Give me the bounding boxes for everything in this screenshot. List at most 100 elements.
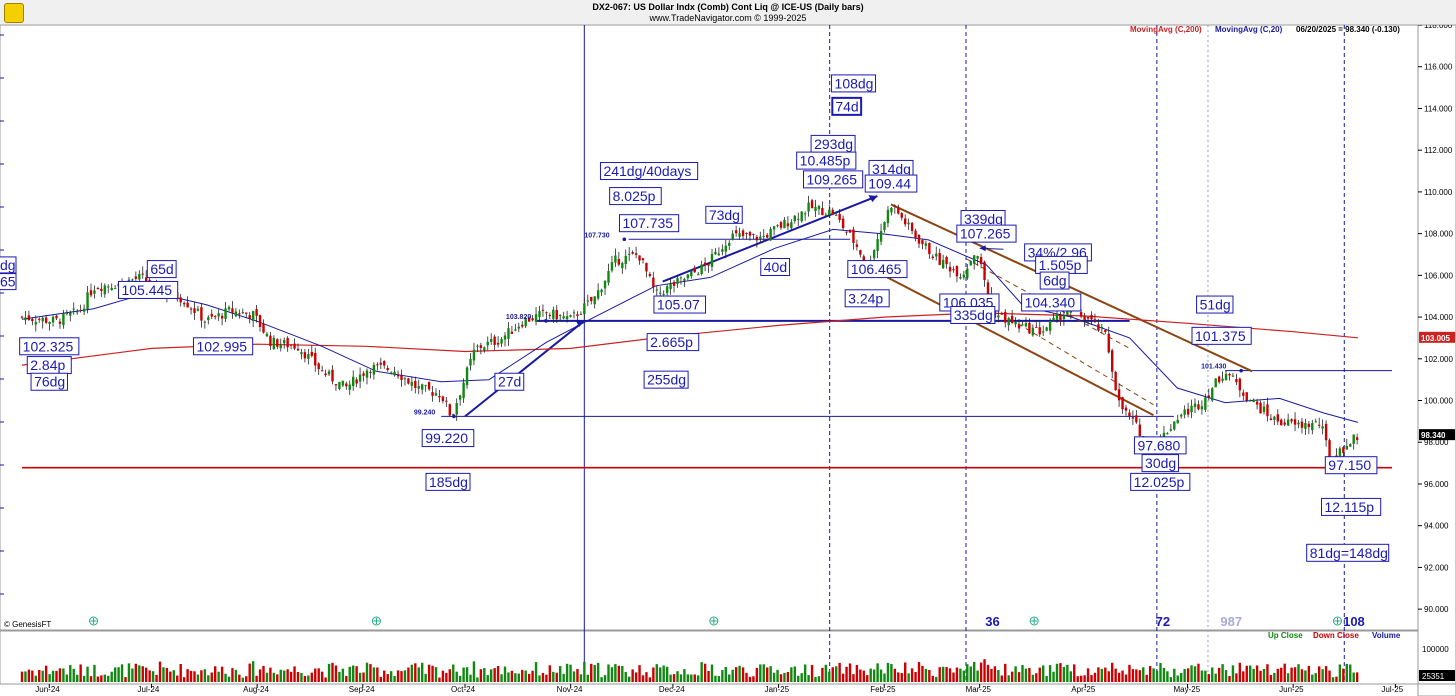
candle-body [790,222,793,229]
candle-body [317,363,320,370]
candle-body [710,254,714,267]
candle-body [1207,395,1210,398]
annotation-box [864,174,918,193]
candle-body [893,205,897,207]
candle-body [872,250,876,259]
volume-bar [852,674,855,682]
annotation-box [1321,497,1382,516]
data-provider: © GenesisFT [4,620,52,629]
annotation-label: 65d [150,261,173,277]
arrow-head [979,245,986,252]
volume-bar [79,664,82,682]
candle-body [859,250,862,255]
candle-body [759,236,762,239]
candle-body [414,380,417,388]
candle-body [79,310,82,312]
candle-body [448,404,451,416]
volume-bar [1042,665,1045,682]
volume-bar [1117,672,1121,682]
candle-body [320,370,324,372]
annotation-box [425,472,471,491]
candle-body [324,373,327,376]
volume-bar [755,667,759,682]
annotation-box [1141,454,1179,473]
candle-body [1079,312,1083,317]
candle-body [82,308,86,312]
volume-bar [979,662,983,682]
volume-bar [76,674,79,682]
candle-body [1052,317,1055,321]
candle-body [441,396,445,402]
candle-body [766,234,769,238]
annotation-box [796,151,857,170]
annotation-label: 108dg [835,75,874,91]
annotation-label: 40d [764,259,787,275]
volume-bar [379,676,382,682]
cycle-marker-cross [1334,618,1341,624]
annotation-label: 104.340 [1025,294,1076,310]
candle-body [1114,371,1117,391]
candle-body [1349,444,1352,447]
candle-body [421,384,424,390]
candle-body [424,385,427,387]
volume-bar [728,674,731,682]
volume-bar [538,675,541,682]
candle-body [1010,315,1014,324]
candle-body [1235,379,1238,383]
candle-body [514,329,517,331]
candle-body [841,218,845,229]
candle-body [614,255,617,263]
volume-bar [134,663,138,682]
volume-bar [93,664,96,682]
volume-bar [452,664,455,682]
volume-bar [628,676,631,682]
candle-body [410,382,414,386]
candle-body [1173,421,1176,430]
ma20-legend: MovingAvg (C,20) [1215,25,1283,34]
volume-bar [89,676,93,682]
candle-body [1269,418,1273,421]
candle-body [458,395,462,400]
volume-bar [886,662,890,682]
volume-bar [717,676,721,682]
annotation-box [950,305,996,324]
volume-bar [162,667,165,682]
candle-body [214,316,217,318]
annotation-box [1324,456,1378,475]
volume-bar [935,676,938,682]
volume-bar [941,666,945,682]
y-tick-label: 116.000 [1424,63,1453,72]
volume-bar [648,677,652,682]
volume-bar [569,664,572,682]
cycle-marker-icon [1332,616,1342,626]
volume-bar [131,668,134,682]
volume-bar [924,668,928,682]
volume-bar [1031,674,1035,682]
candle-body [20,316,24,318]
candle-body [314,352,317,366]
volume-bar [34,675,37,682]
volume-bar [96,676,100,682]
volume-bar [1355,672,1359,682]
candle-body [51,316,55,323]
volume-bar [707,670,710,682]
candle-body [721,249,724,252]
volume-bar [1221,664,1224,682]
volume-bar [365,662,369,682]
axis-marker [1419,429,1455,441]
volume-bar [72,668,75,682]
x-tick-label: Jun-25 [1279,685,1304,694]
volume-bar [531,670,534,682]
volume-bar [776,669,779,682]
volume-bar [483,668,486,682]
cycle-marker-cross [1031,618,1038,624]
candle-body [1280,419,1283,426]
volume-bar [1038,667,1041,682]
candle-body [510,331,514,334]
volume-bar [1055,663,1059,682]
volume-bar [1059,663,1062,682]
candle-body [483,347,486,351]
candle-body [793,215,796,222]
candle-body [717,253,721,256]
candle-body [331,369,334,382]
